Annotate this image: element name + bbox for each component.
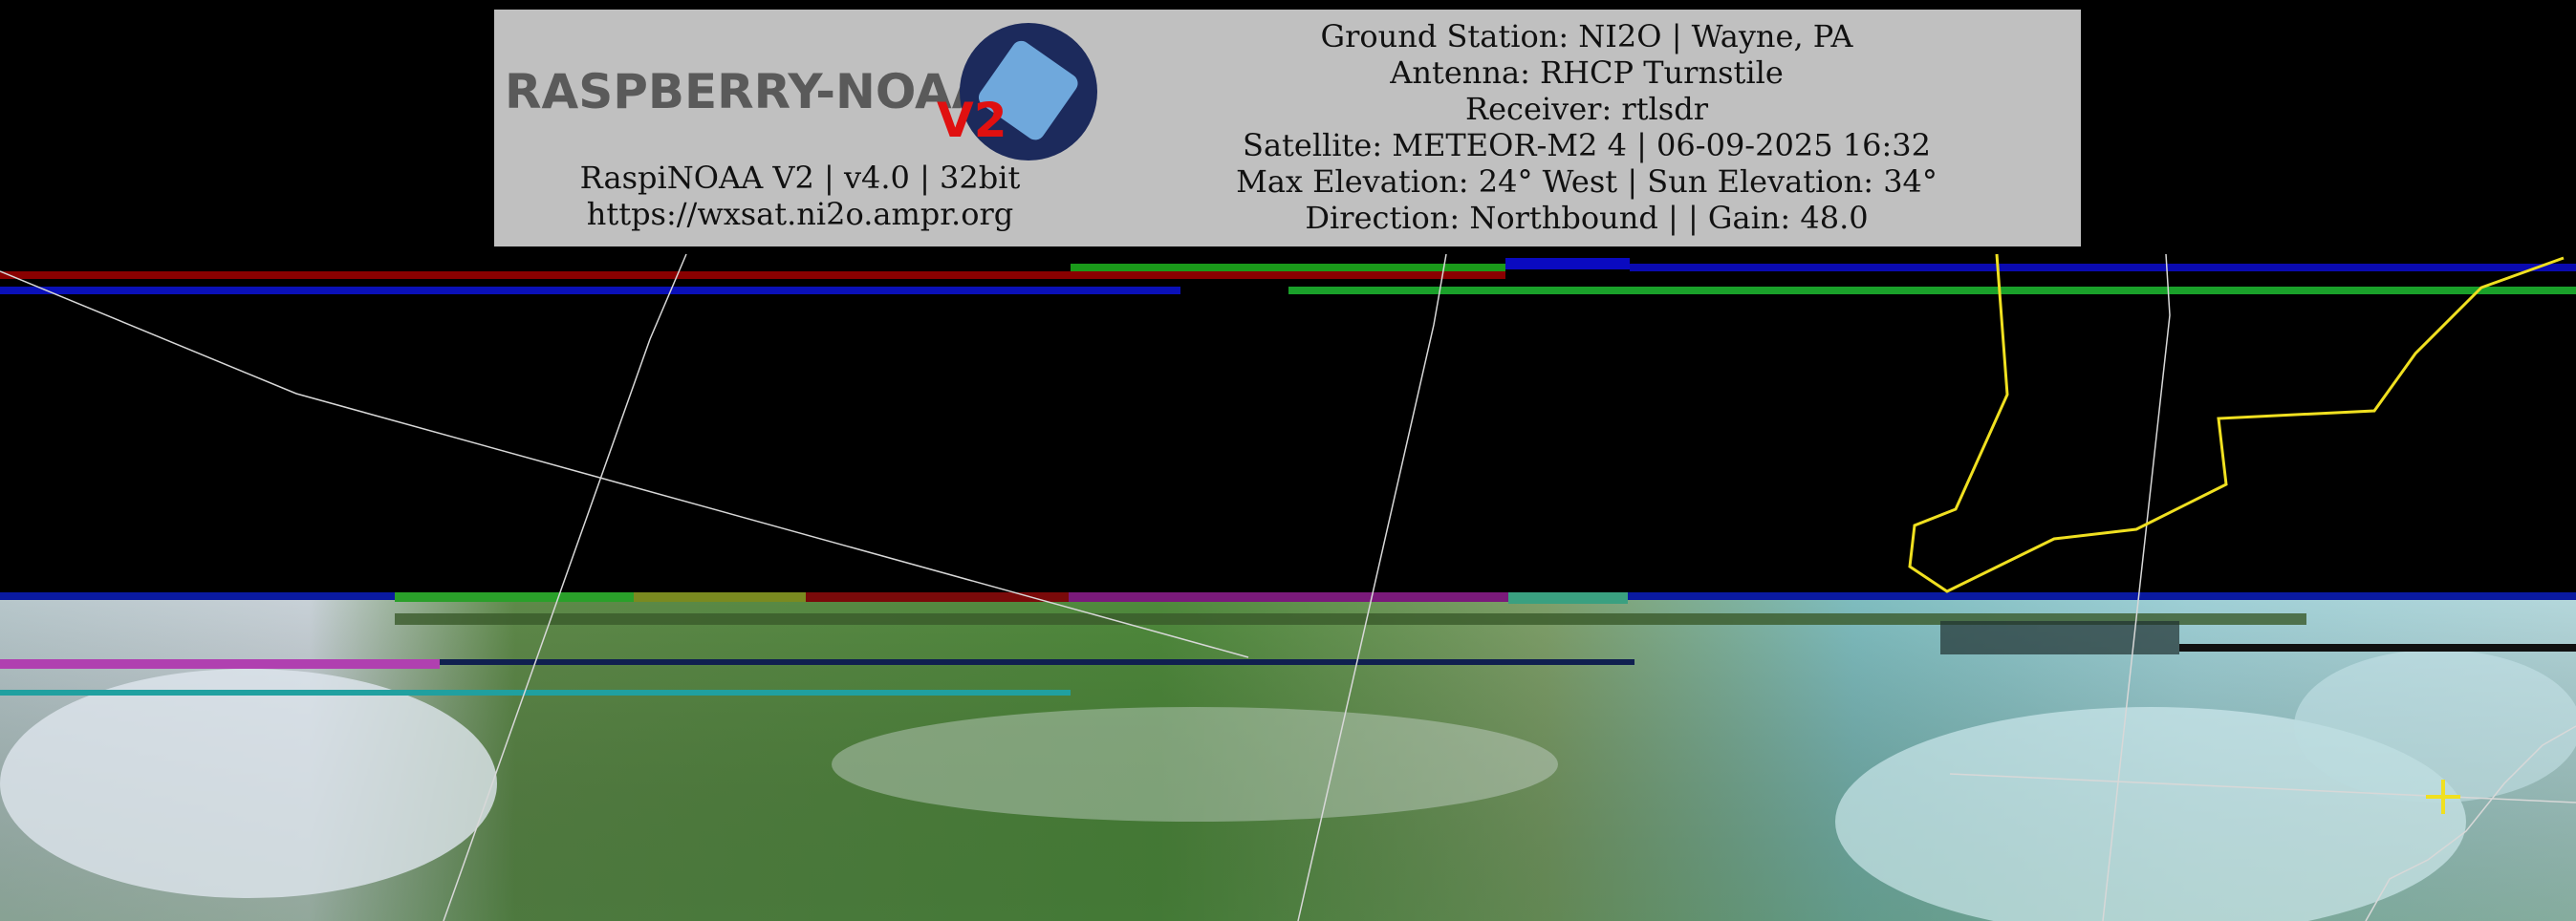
header-right-line: Satellite: METEOR-M2 4 | 06-09-2025 16:3… xyxy=(1243,127,1931,163)
header-right-line: Antenna: RHCP Turnstile xyxy=(1389,54,1784,91)
image-stripes xyxy=(0,592,2576,696)
logo-badge: V2 xyxy=(937,93,1007,148)
coastline xyxy=(1908,253,2565,593)
graticule xyxy=(0,253,2576,921)
coastline-ocean xyxy=(2365,725,2576,921)
header-left-line: RaspiNOAA V2 | v4.0 | 32bit xyxy=(580,160,1021,196)
header-box xyxy=(494,10,2081,246)
logo-text: RASPBERRY-NOAA xyxy=(505,64,989,119)
clouds xyxy=(0,650,2576,921)
header-right-line: Receiver: rtlsdr xyxy=(1465,91,1709,127)
noise-stripes xyxy=(0,258,2576,294)
header: RASPBERRY-NOAA V2 RaspiNOAA V2 | v4.0 | … xyxy=(494,10,2081,246)
header-left-line: https://wxsat.ni2o.ampr.org xyxy=(587,196,1014,232)
header-right-line: Max Elevation: 24° West | Sun Elevation:… xyxy=(1236,163,1937,200)
station-marker xyxy=(2426,780,2460,814)
header-right-line: Ground Station: NI2O | Wayne, PA xyxy=(1321,18,1854,54)
header-right-line: Direction: Northbound | | Gain: 48.0 xyxy=(1305,200,1868,236)
logo-satellite xyxy=(978,40,1078,140)
